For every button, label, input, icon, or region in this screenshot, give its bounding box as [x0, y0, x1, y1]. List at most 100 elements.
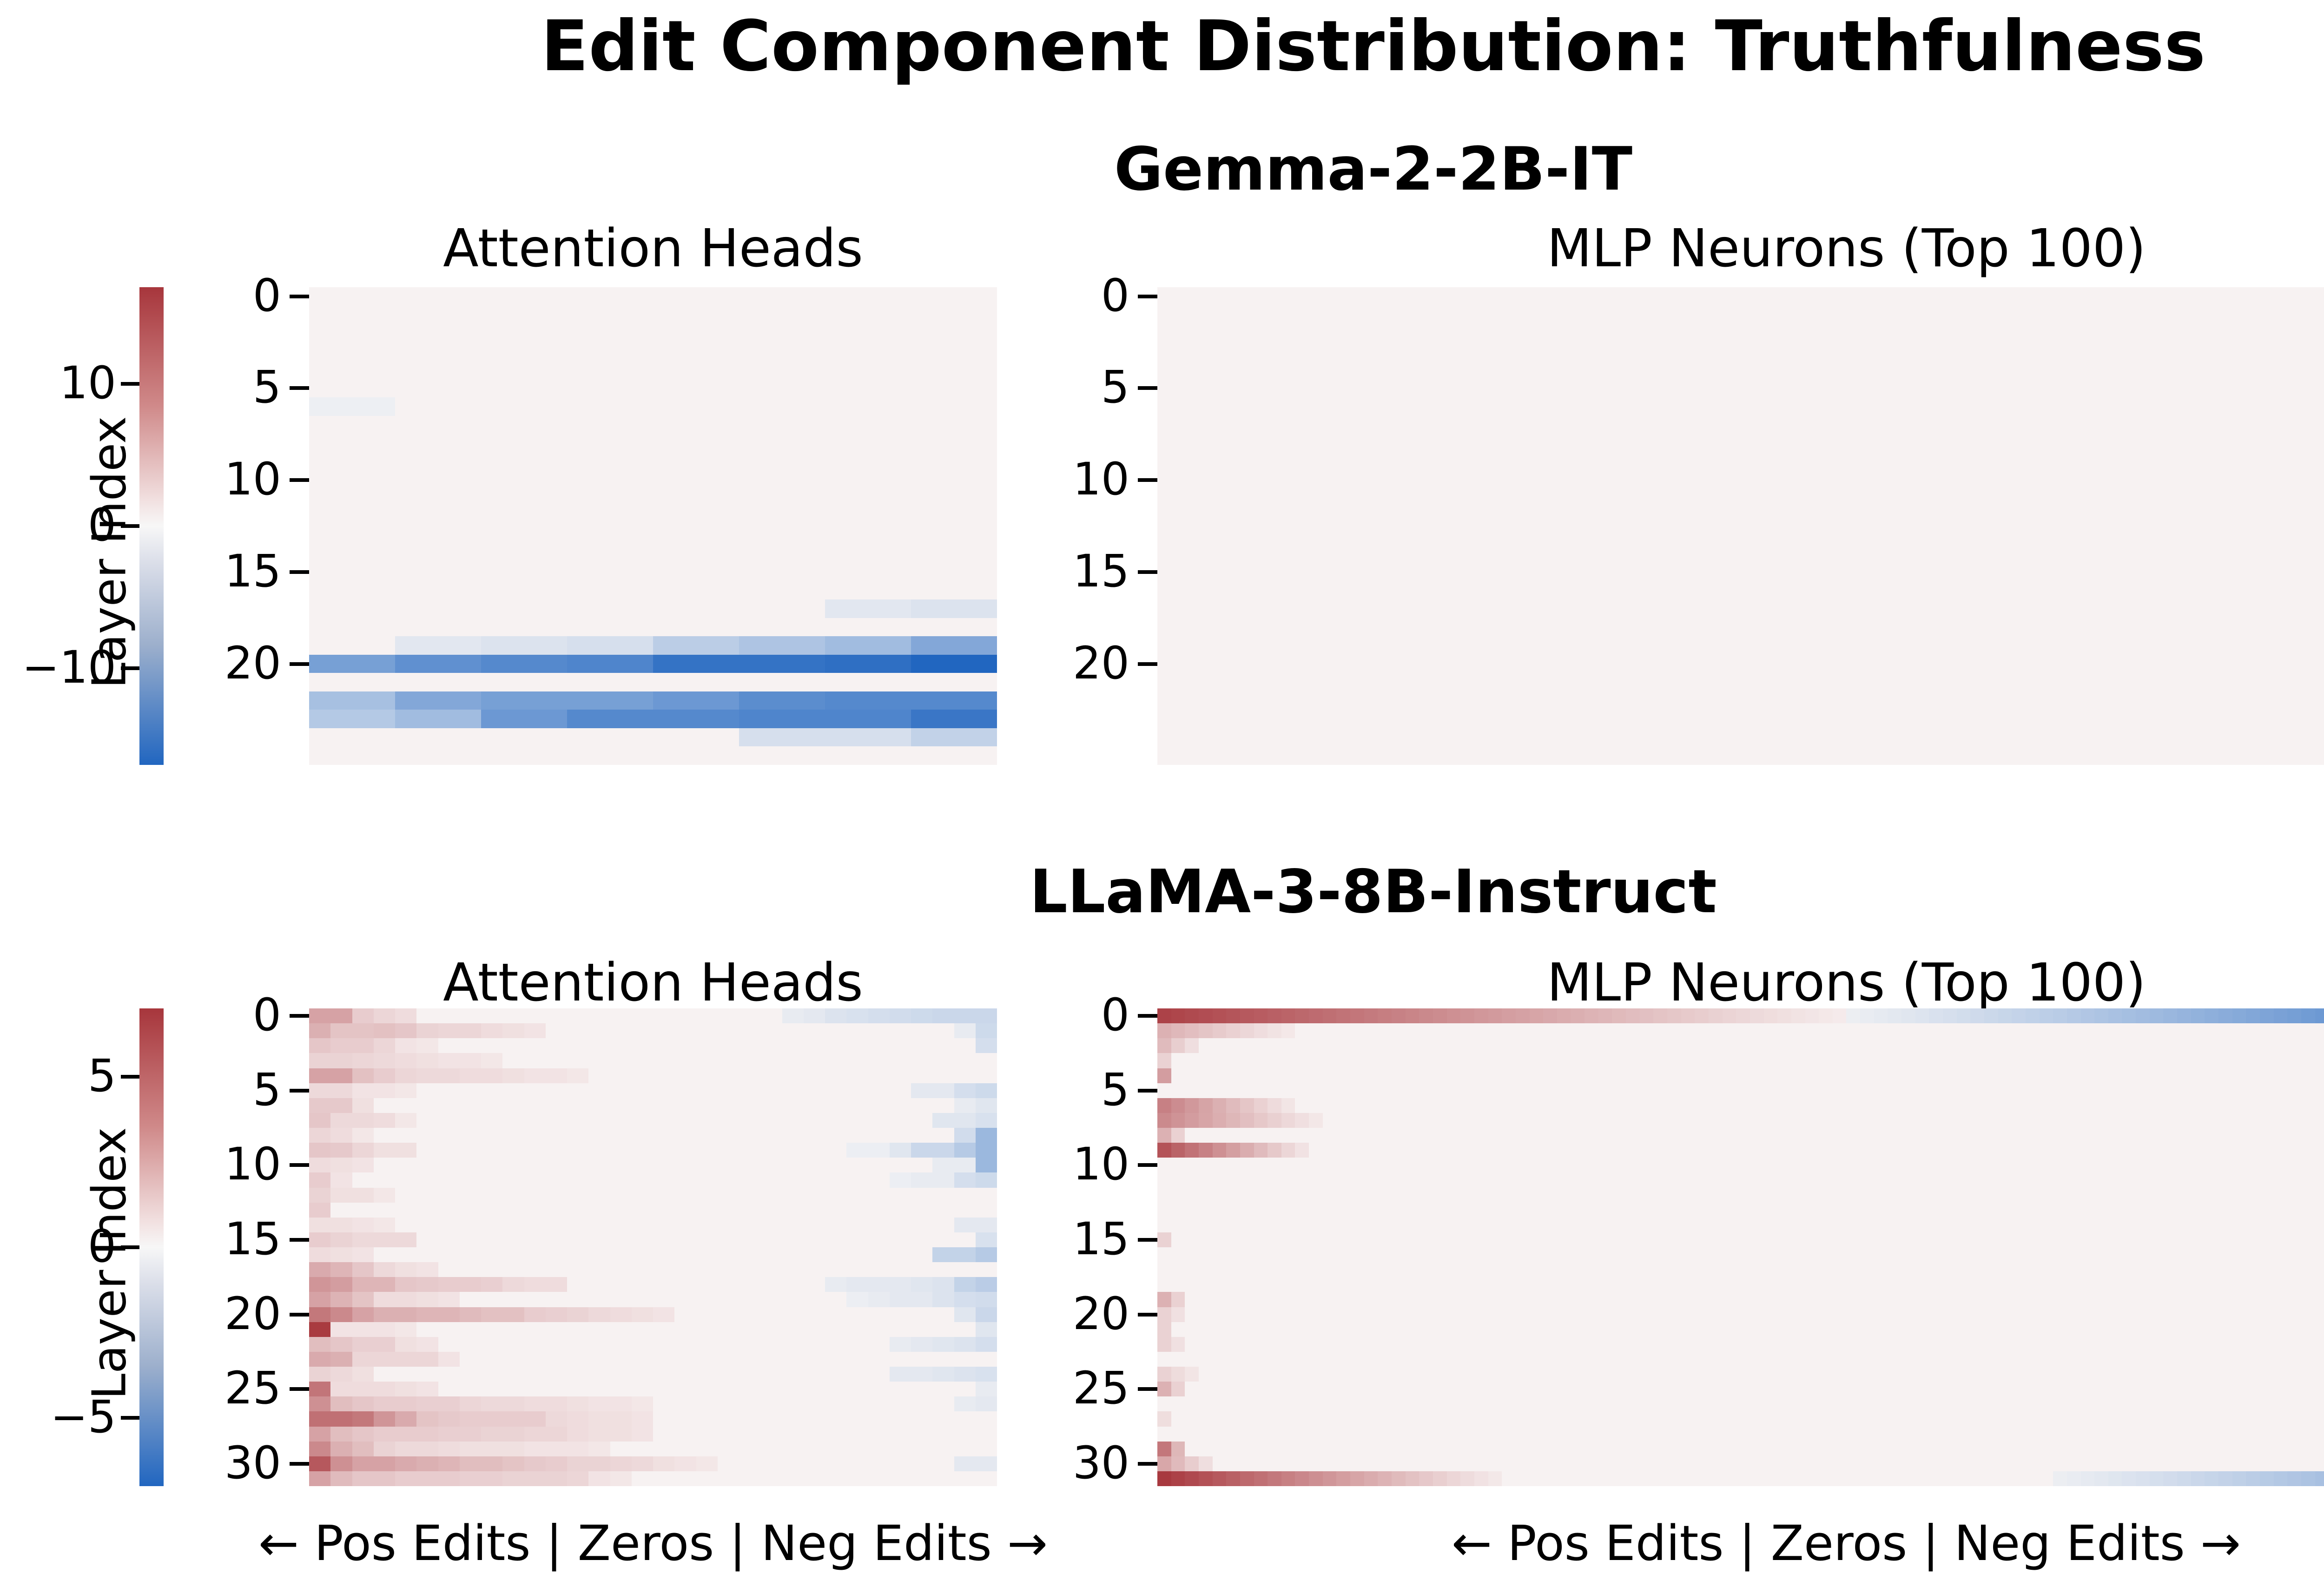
- y-tick-mark: [290, 570, 309, 574]
- heatmap-cell: [1860, 1053, 1874, 1068]
- heatmap-cell: [352, 1336, 374, 1352]
- heatmap-cell: [1295, 397, 1309, 416]
- heatmap-cell: [1819, 379, 1833, 398]
- heatmap-cell: [911, 673, 997, 691]
- heatmap-cell: [1874, 1008, 1888, 1024]
- heatmap-cell: [2094, 287, 2108, 306]
- heatmap-cell: [1157, 1038, 1171, 1053]
- heatmap-cell: [1171, 397, 1185, 416]
- heatmap-cell: [1157, 415, 1171, 434]
- heatmap-cell: [567, 324, 653, 342]
- heatmap-cell: [309, 415, 395, 434]
- heatmap-cell: [567, 1053, 589, 1068]
- heatmap-cell: [1157, 1158, 1171, 1173]
- heatmap-cell: [1157, 728, 1171, 747]
- heatmap-cell: [330, 1292, 352, 1307]
- heatmap-cell: [1612, 507, 1626, 526]
- heatmap-cell: [2012, 434, 2026, 453]
- heatmap-cell: [1956, 1143, 1971, 1158]
- heatmap-cell: [1185, 654, 1199, 673]
- heatmap-cell: [1763, 618, 1778, 637]
- heatmap-cell: [1626, 1113, 1640, 1128]
- heatmap-cell: [395, 324, 481, 342]
- heatmap-cell: [1736, 324, 1750, 342]
- heatmap-cell: [1254, 1143, 1268, 1158]
- heatmap-cell: [438, 1098, 460, 1113]
- heatmap-cell: [1791, 489, 1805, 508]
- heatmap-cell: [1750, 599, 1764, 618]
- heatmap-cell: [846, 1411, 868, 1427]
- heatmap-cell: [1309, 1083, 1323, 1098]
- heatmap-cell: [1557, 452, 1571, 471]
- heatmap-cell: [1474, 526, 1488, 545]
- heatmap-cell: [1653, 691, 1668, 710]
- heatmap-cell: [481, 1083, 503, 1098]
- heatmap-cell: [2273, 1098, 2288, 1113]
- heatmap-cell: [2273, 746, 2288, 765]
- heatmap-cell: [653, 563, 739, 581]
- heatmap-cell: [1943, 654, 1957, 673]
- heatmap-cell: [1171, 526, 1185, 545]
- heatmap-cell: [1639, 1158, 1654, 1173]
- heatmap-cell: [2136, 1038, 2150, 1053]
- heatmap-cell: [825, 710, 911, 728]
- heatmap-cell: [1598, 599, 1612, 618]
- heatmap-cell: [373, 1471, 395, 1486]
- heatmap-cell: [1419, 507, 1433, 526]
- heatmap-cell: [2094, 452, 2108, 471]
- heatmap-cell: [352, 1411, 374, 1427]
- heatmap-cell: [1157, 1128, 1171, 1143]
- heatmap-cell: [868, 1202, 890, 1218]
- heatmap-cell: [1888, 342, 1902, 361]
- heatmap-cell: [2232, 361, 2246, 379]
- heatmap-cell: [1763, 324, 1778, 342]
- heatmap-cell: [1254, 1023, 1268, 1039]
- heatmap-cell: [1984, 361, 1998, 379]
- heatmap-cell: [1901, 618, 1915, 637]
- heatmap-cell: [868, 1367, 890, 1382]
- heatmap-cell: [1901, 1068, 1915, 1083]
- heatmap-cell: [459, 1038, 481, 1053]
- heatmap-cell: [1736, 673, 1750, 691]
- heatmap-cell: [868, 1053, 890, 1068]
- heatmap-cell: [1336, 305, 1351, 324]
- heatmap-cell: [2218, 471, 2232, 489]
- heatmap-cell: [739, 507, 825, 526]
- heatmap-cell: [1915, 563, 1929, 581]
- heatmap-cell: [1240, 1038, 1254, 1053]
- heatmap-cell: [2108, 1068, 2122, 1083]
- heatmap-cell: [1626, 746, 1640, 765]
- heatmap-cell: [1433, 1083, 1447, 1098]
- heatmap-cell: [330, 1351, 352, 1367]
- heatmap-cell: [502, 1382, 524, 1397]
- heatmap-cell: [1777, 563, 1791, 581]
- heatmap-cell: [1446, 691, 1461, 710]
- heatmap-cell: [1970, 710, 1984, 728]
- heatmap-cell: [1254, 1098, 1268, 1113]
- heatmap-cell: [1777, 1083, 1791, 1098]
- heatmap-cell: [1750, 618, 1764, 637]
- heatmap-cell: [2025, 452, 2040, 471]
- heatmap-cell: [2149, 489, 2164, 508]
- heatmap-cell: [545, 1456, 567, 1471]
- heatmap-cell: [1626, 361, 1640, 379]
- heatmap-cell: [545, 1187, 567, 1203]
- heatmap-cell: [1943, 489, 1957, 508]
- heatmap-cell: [1281, 599, 1295, 618]
- heatmap-cell: [1874, 489, 1888, 508]
- heatmap-cell: [1984, 618, 1998, 637]
- heatmap-cell: [739, 1262, 761, 1277]
- heatmap-cell: [2080, 342, 2095, 361]
- heatmap-cell: [1446, 1053, 1461, 1068]
- heatmap-cell: [2039, 1068, 2053, 1083]
- heatmap-cell: [674, 1307, 696, 1322]
- heatmap-cell: [1708, 1143, 1723, 1158]
- heatmap-cell: [653, 1232, 675, 1247]
- heatmap-cell: [2246, 618, 2260, 637]
- heatmap-cell: [2177, 452, 2191, 471]
- heatmap-cell: [1860, 1128, 1874, 1143]
- heatmap-cell: [674, 1277, 696, 1292]
- heatmap-cell: [1901, 379, 1915, 398]
- heatmap-cell: [2246, 526, 2260, 545]
- heatmap-cell: [2149, 1128, 2164, 1143]
